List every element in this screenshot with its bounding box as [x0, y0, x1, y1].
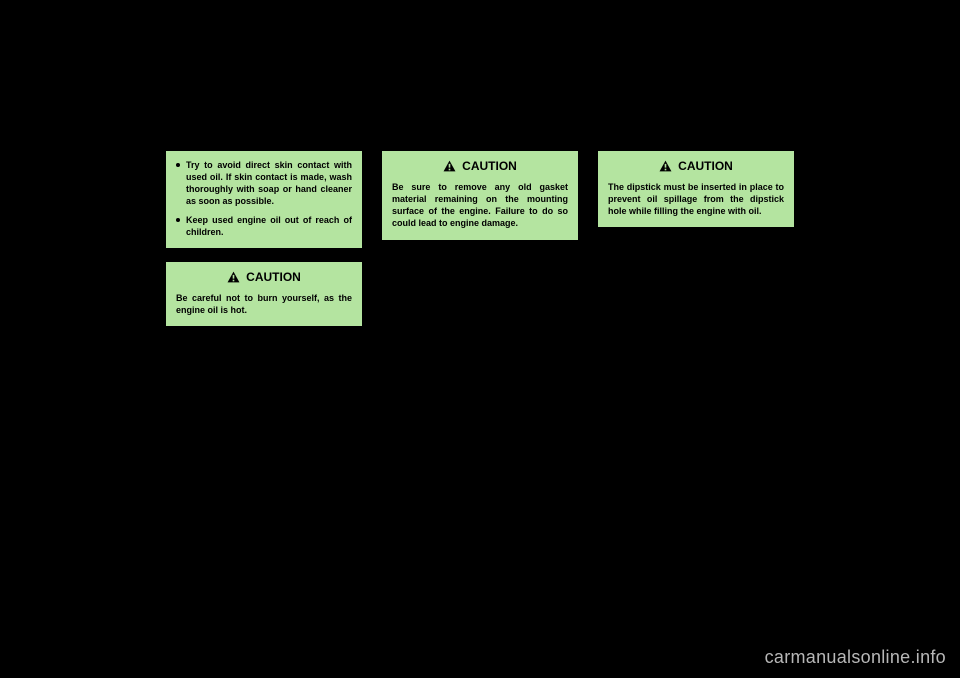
caution-body-text: Be careful not to burn yourself, as the …: [176, 292, 352, 316]
caution-box-gasket: CAUTION Be sure to remove any old gasket…: [381, 150, 579, 241]
caution-list-item: Keep used engine oil out of reach of chi…: [176, 214, 352, 238]
caution-title: CAUTION: [678, 159, 733, 173]
caution-body: Try to avoid direct skin contact with us…: [176, 159, 352, 238]
caution-header: CAUTION: [176, 270, 352, 284]
warning-triangle-icon: [227, 271, 240, 283]
column-left: Try to avoid direct skin contact with us…: [165, 150, 363, 339]
caution-title: CAUTION: [462, 159, 517, 173]
column-middle: CAUTION Be sure to remove any old gasket…: [381, 150, 579, 339]
caution-box-hot-oil: CAUTION Be careful not to burn yourself,…: [165, 261, 363, 327]
caution-box-skin-contact: Try to avoid direct skin contact with us…: [165, 150, 363, 249]
caution-header: CAUTION: [608, 159, 784, 173]
caution-header: CAUTION: [392, 159, 568, 173]
caution-body-text: Be sure to remove any old gasket materia…: [392, 181, 568, 230]
caution-box-dipstick: CAUTION The dipstick must be inserted in…: [597, 150, 795, 228]
warning-triangle-icon: [443, 160, 456, 172]
caution-title: CAUTION: [246, 270, 301, 284]
column-right: CAUTION The dipstick must be inserted in…: [597, 150, 795, 339]
caution-body-text: The dipstick must be inserted in place t…: [608, 181, 784, 217]
watermark-text: carmanualsonline.info: [765, 647, 946, 668]
warning-triangle-icon: [659, 160, 672, 172]
caution-list-item: Try to avoid direct skin contact with us…: [176, 159, 352, 208]
page-columns: Try to avoid direct skin contact with us…: [0, 0, 960, 339]
